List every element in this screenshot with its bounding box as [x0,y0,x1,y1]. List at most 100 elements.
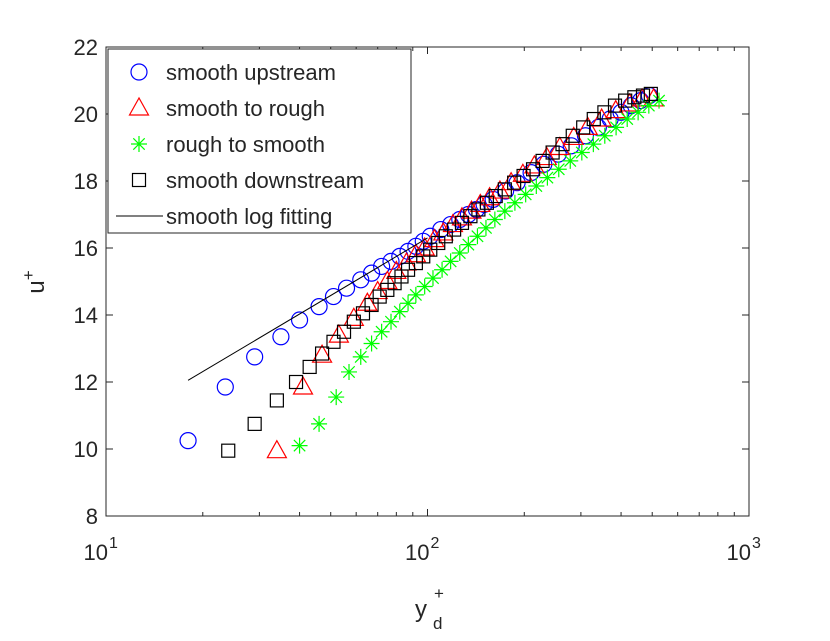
legend-label: smooth downstream [166,168,364,193]
data-point [266,439,288,459]
data-point [364,297,379,313]
fit-line [187,237,428,381]
data-point [179,432,197,450]
data-point [383,313,400,330]
data-point [562,137,580,155]
data-point [469,228,486,245]
data-point [585,136,602,153]
data-point [635,88,651,103]
legend-label: smooth to rough [166,96,325,121]
x-tick-label-exponent: 2 [431,535,440,552]
data-point [247,416,262,431]
data-point [391,303,408,320]
data-point [627,90,642,105]
data-point [506,194,523,211]
legend-box [107,48,412,234]
data-point [290,311,309,329]
data-point [336,324,352,339]
x-tick-label: 10 [84,540,108,565]
y-tick-labels: 8 10 12 14 16 18 20 22 [74,35,98,529]
x-axis-label-sup: + [434,584,444,603]
data-point [545,145,560,160]
data-point [630,104,647,121]
legend-marker-icon [130,63,148,81]
data-point [373,257,391,276]
data-point [607,98,623,113]
y-axis-label-sup: + [19,270,38,280]
data-point [326,334,341,349]
x-tick-label: 10 [727,540,751,565]
data-point [618,93,633,108]
data-point [328,323,350,343]
data-point [352,271,370,289]
data-point [496,203,513,220]
legend-label: smooth log fitting [166,204,332,229]
series-rough-to-smooth [291,92,668,454]
data-point [376,270,398,290]
y-tick-label: 14 [74,303,98,328]
data-point [221,443,236,458]
data-point [337,279,356,297]
legend-label: rough to smooth [166,132,325,157]
y-tick-label: 20 [74,102,98,127]
data-point [550,161,567,178]
data-point [216,378,234,396]
data-point [451,245,468,262]
data-point [352,348,369,365]
legend-marker-icon [131,136,147,152]
data-point [269,393,284,408]
y-tick-label: 8 [86,504,98,529]
data-point [442,253,459,270]
data-point [324,287,343,306]
data-point [373,323,390,340]
data-point [405,243,427,263]
x-tick-labels: 10 1 10 2 10 3 [84,535,761,565]
data-point [643,86,658,102]
data-point [651,92,668,109]
series-smooth-log-fitting [187,237,428,381]
data-point [362,264,381,282]
data-point [382,252,400,270]
y-tick-label: 12 [74,370,98,395]
legend-item-smooth-downstream: smooth downstream [131,168,364,193]
legend-marker-icon [128,96,150,116]
x-axis-label: y + d [415,584,444,633]
data-point [341,363,358,380]
data-point [486,211,503,228]
data-point [291,437,308,454]
data-point [328,389,345,406]
legend-item-smooth-log-fitting: smooth log fitting [116,204,332,229]
data-point [619,111,636,128]
y-axis-label-main: u [23,280,50,293]
data-point [563,126,585,146]
data-point [596,127,613,144]
data-point [517,186,534,203]
data-point [346,314,361,329]
y-axis-label: u+ [19,270,50,293]
data-point [356,292,378,311]
data-point [314,346,330,361]
data-point [640,97,657,114]
legend-item-smooth-upstream: smooth upstream [130,60,336,85]
data-point [525,162,541,177]
data-point [555,137,570,152]
series-smooth-downstream [221,86,658,458]
data-point [292,375,314,395]
legend-label: smooth upstream [166,60,336,85]
data-point [573,144,590,161]
y-tick-label: 18 [74,169,98,194]
x-tick-label-exponent: 1 [109,535,118,552]
data-point [363,335,380,352]
data-point [400,295,417,312]
data-point [434,261,451,278]
y-tick-label: 16 [74,236,98,261]
data-point [576,120,591,135]
data-point [536,146,558,166]
y-tick-label: 22 [74,35,98,60]
data-point [477,219,494,236]
y-tick-label: 10 [74,437,98,462]
data-point [608,119,625,136]
data-point [535,153,550,168]
data-point [460,236,477,253]
